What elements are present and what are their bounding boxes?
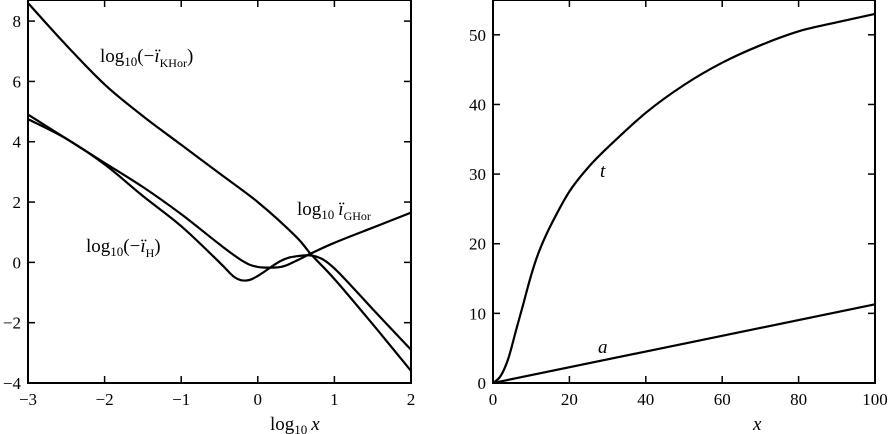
left-xtick-label: 2 (407, 390, 416, 409)
left-ytick-label: 2 (13, 193, 22, 212)
left-xtick-label: −1 (172, 390, 190, 409)
ann-h-sub10: 10 (110, 244, 123, 259)
right-xtick-label: 60 (714, 390, 731, 409)
ann-kh-sub: KHor (160, 56, 187, 70)
right-curves (492, 12, 876, 385)
right-ytick-label: 40 (469, 95, 486, 114)
left-ytick-label: −2 (3, 314, 21, 333)
annotation-log-kh: log10(−ïKHor) (100, 46, 193, 70)
left-xtick-label: −3 (19, 390, 37, 409)
ann-gh-sub: GHor (344, 209, 371, 223)
right-ytick-label: 20 (469, 235, 486, 254)
right-x-axis-label: x (752, 414, 762, 434)
ann-kh-open: (− (137, 46, 154, 67)
annotation-log-gh: log10 ïGHor (297, 199, 371, 223)
left-xtick-label: 1 (330, 390, 339, 409)
left-xtick-label: 0 (254, 390, 263, 409)
ann-h-sub: H (146, 246, 155, 260)
ann-h-i: ï (140, 236, 147, 257)
annotation-a: a (598, 337, 608, 358)
right-panel: 0 20 40 60 80 100 0 10 20 30 40 50 x t a (469, 0, 888, 434)
ann-gh-sub10: 10 (321, 207, 334, 222)
ann-kh-i: ï (154, 46, 161, 67)
right-xtick-label: 20 (561, 390, 578, 409)
left-plot-frame (27, 0, 412, 384)
left-series-2-line (27, 118, 412, 351)
right-xtick-label: 80 (790, 390, 807, 409)
left-ticks: −3 −2 −1 0 1 2 −4 −2 0 2 4 6 8 (3, 0, 415, 409)
right-xtick-label: 100 (862, 390, 888, 409)
left-series-0-line (27, 2, 412, 372)
right-series-0-line (492, 12, 876, 384)
right-ticks: 0 20 40 60 80 100 0 10 20 30 40 50 (469, 0, 888, 409)
ann-h-open: (− (123, 236, 140, 257)
ann-kh-close: ) (187, 46, 193, 67)
left-series-1-line (27, 113, 412, 269)
right-xtick-label: 40 (637, 390, 654, 409)
right-series-1-line (492, 303, 876, 385)
left-curves (27, 2, 412, 372)
left-ytick-label: 8 (13, 12, 22, 31)
right-ytick-label: 50 (469, 26, 486, 45)
left-x-axis-label-var: x (310, 414, 320, 434)
right-plot-frame (492, 0, 876, 384)
left-ytick-label: 0 (13, 253, 22, 272)
left-ytick-label: 4 (13, 133, 22, 152)
annotation-log-h: log10(−ïH) (86, 236, 161, 260)
right-ytick-label: 10 (469, 304, 486, 323)
right-ytick-label: 0 (478, 374, 487, 393)
right-ytick-label: 30 (469, 165, 486, 184)
left-xtick-label: −2 (96, 390, 114, 409)
ann-gh-i: ï (338, 199, 345, 220)
left-ytick-label: −4 (3, 374, 22, 393)
right-xtick-label: 0 (489, 390, 498, 409)
ann-kh-sub10: 10 (124, 54, 137, 69)
left-x-axis-label: log10 x (270, 414, 320, 434)
annotation-t: t (600, 161, 606, 182)
left-ytick-label: 6 (13, 72, 22, 91)
ann-h-close: ) (154, 236, 160, 257)
left-x-axis-label-sub: 10 (294, 422, 307, 434)
